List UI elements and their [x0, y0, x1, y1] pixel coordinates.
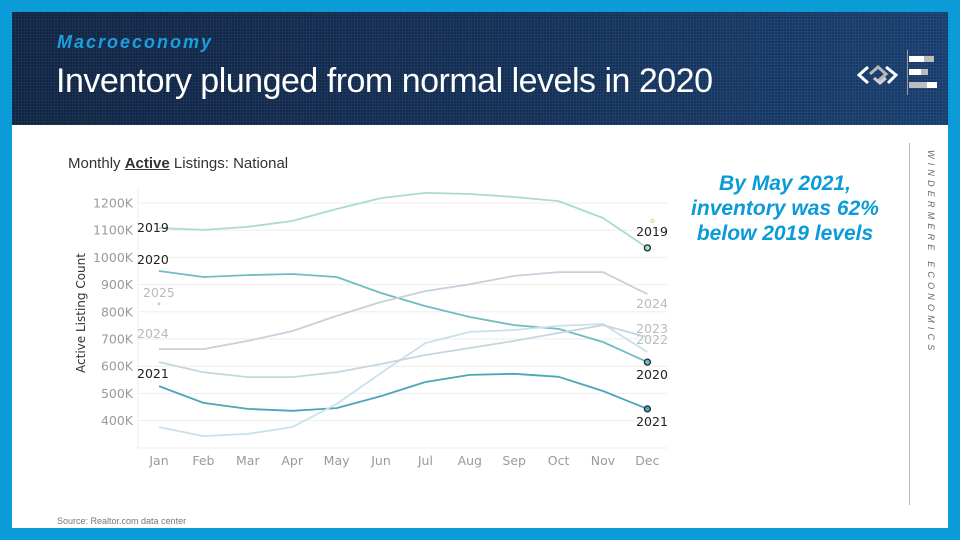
x-tick-label: Oct	[548, 453, 570, 468]
y-tick-label: 1200K	[93, 196, 134, 211]
series-start-label: 2024	[137, 326, 169, 341]
series-end-label: 2020	[636, 367, 668, 382]
x-tick-label: Feb	[192, 453, 214, 468]
x-tick-label: May	[324, 453, 350, 468]
x-tick-label: Mar	[236, 453, 260, 468]
chart-title: Monthly Active Listings: National	[68, 155, 288, 172]
series-end-marker-2020	[643, 358, 652, 366]
series-line-2023	[158, 324, 648, 379]
series-start-label: 2025	[143, 285, 175, 300]
header-banner	[12, 12, 948, 125]
series-end-marker-2021	[643, 405, 652, 413]
y-axis-label: Active Listing Count	[74, 253, 88, 373]
chart-title-prefix: Monthly	[68, 155, 125, 172]
x-tick-label: Dec	[635, 453, 659, 468]
callout-line-2: inventory was 62%	[691, 197, 879, 220]
series-end-marker-2019	[643, 244, 652, 252]
x-tick-label: Jul	[417, 453, 433, 468]
series-start-label: 2021	[137, 366, 169, 381]
x-tick-label: Sep	[502, 453, 526, 468]
series-end-label: 2024	[636, 296, 668, 311]
series-point-2025	[157, 302, 161, 306]
slide-title: Inventory plunged from normal levels in …	[56, 62, 713, 100]
y-tick-label: 1100K	[93, 223, 134, 238]
series-line-2021	[158, 372, 648, 412]
y-tick-label: 400K	[101, 413, 134, 428]
source-note: Source: Realtor.com data center	[57, 516, 187, 526]
series-end-label: 2019	[636, 224, 668, 239]
annotation-marker	[650, 218, 655, 224]
x-tick-label: Apr	[281, 453, 303, 468]
x-tick-label: Nov	[591, 453, 616, 468]
x-tick-label: Jan	[148, 453, 168, 468]
side-divider	[909, 143, 910, 505]
series-line-2022	[158, 323, 648, 438]
callout-line-3: below 2019 levels	[696, 222, 874, 245]
side-brand-label: WINDERMERE ECONOMICS	[926, 150, 936, 355]
y-tick-label: 800K	[101, 304, 134, 319]
series-line-2019	[158, 191, 648, 249]
series-line-2024	[159, 271, 648, 351]
y-tick-label: 700K	[101, 332, 134, 347]
series-end-label: 2023	[636, 321, 668, 336]
series-end-label: 2021	[636, 414, 668, 429]
diamond-mark-icon	[856, 65, 899, 85]
callout-text: By May 2021, inventory was 62% below 201…	[660, 171, 910, 246]
y-tick-label: 600K	[101, 359, 134, 374]
series-start-label: 2020	[137, 252, 169, 267]
chart-title-suffix: Listings: National	[169, 155, 289, 172]
y-tick-label: 900K	[101, 277, 134, 292]
callout-line-1: By May 2021,	[719, 172, 851, 195]
bars-mark-icon	[907, 50, 937, 95]
windermere-logo-icon	[856, 50, 937, 95]
y-tick-label: 1000K	[93, 250, 134, 265]
y-tick-label: 500K	[101, 386, 134, 401]
series-start-label: 2019	[137, 220, 169, 235]
x-tick-label: Aug	[458, 453, 482, 468]
chart-title-emphasis: Active	[124, 155, 170, 172]
section-kicker: Macroeconomy	[57, 32, 214, 52]
x-tick-label: Jun	[370, 453, 391, 468]
